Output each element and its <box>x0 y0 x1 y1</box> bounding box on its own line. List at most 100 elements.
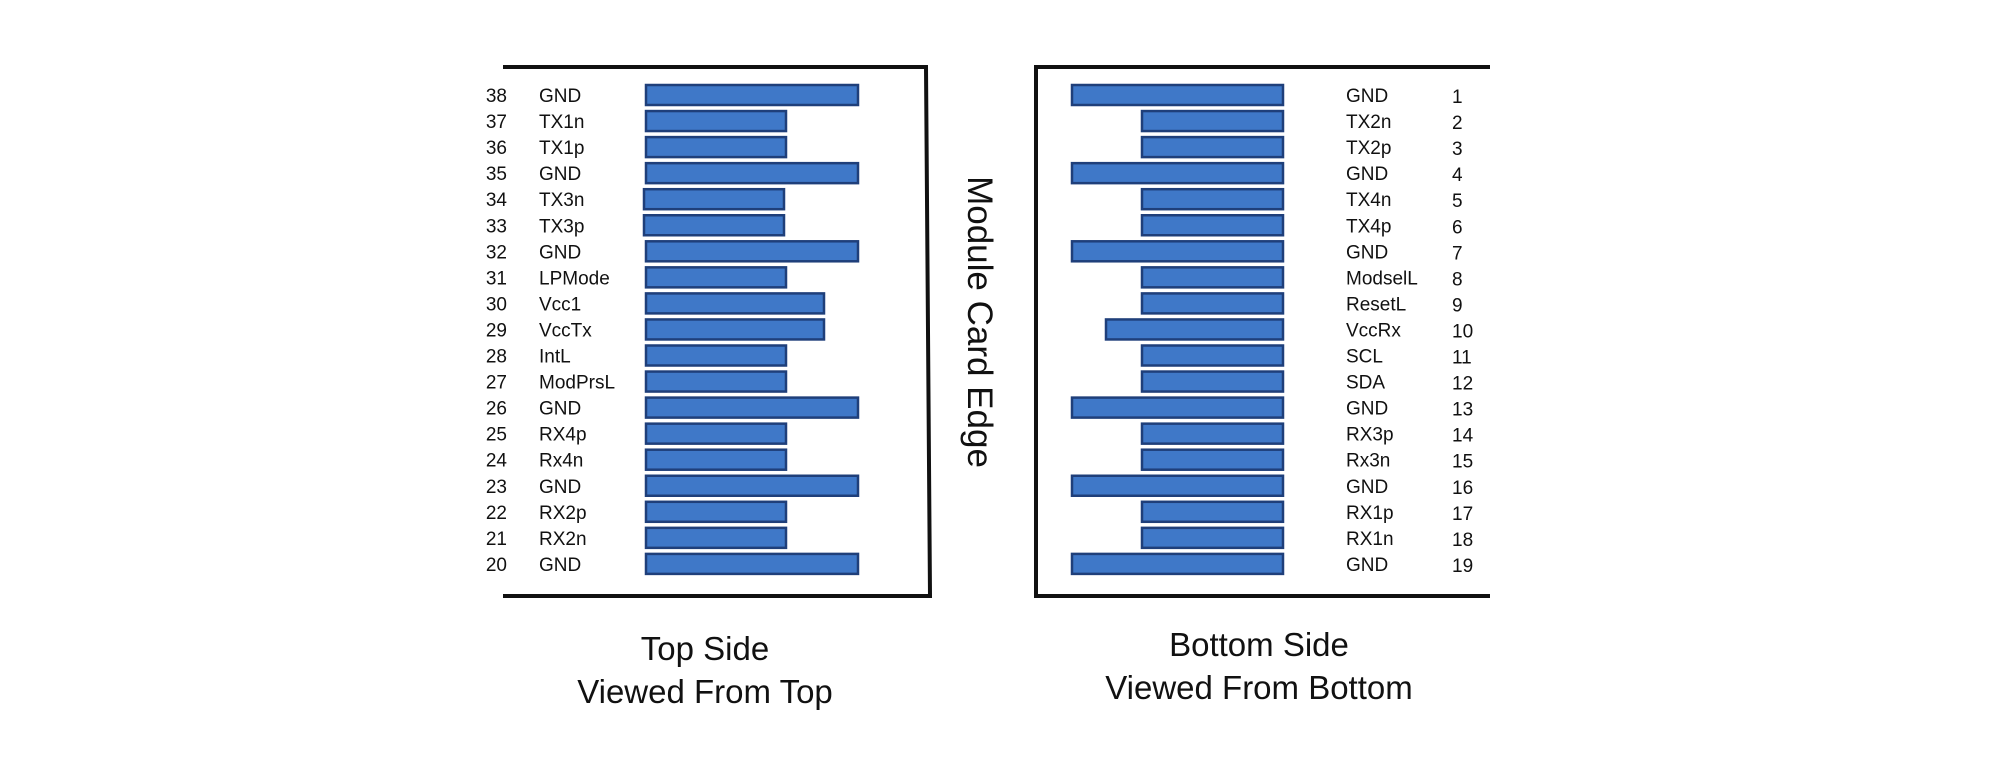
pin-number: 6 <box>1452 217 1463 238</box>
bottom-pin-row: RX1p 17 <box>1140 500 1473 525</box>
contact-pad <box>644 526 788 550</box>
bottom-pin-row: VccRx 10 <box>1104 318 1473 342</box>
contact-pad <box>644 344 788 367</box>
pin-signal-label: TX4n <box>1346 190 1391 211</box>
pin-signal-label: GND <box>539 555 581 576</box>
contact-pad <box>644 240 860 263</box>
pin-number: 36 <box>486 138 507 159</box>
bottom-pin-row: RX1n 18 <box>1140 526 1473 551</box>
pin-signal-label: Rx3n <box>1346 451 1390 472</box>
contact-pad <box>644 109 788 133</box>
contact-pad <box>1070 474 1285 497</box>
pin-number: 12 <box>1452 374 1473 395</box>
pin-signal-label: GND <box>1346 242 1388 263</box>
pin-number: 30 <box>486 294 507 315</box>
pin-signal-label: GND <box>1346 555 1388 576</box>
contact-pad <box>644 474 860 497</box>
bottom-pin-row: SDA 12 <box>1140 370 1473 395</box>
pin-signal-label: GND <box>539 242 581 263</box>
pin-number: 14 <box>1452 426 1474 447</box>
pin-number: 32 <box>486 242 507 263</box>
pin-number: 10 <box>1452 321 1473 342</box>
pin-number: 7 <box>1452 243 1463 264</box>
pin-number: 15 <box>1452 452 1473 473</box>
top-pin-row: 34 TX3n <box>486 187 786 211</box>
pin-signal-label: ModPrsL <box>539 373 615 394</box>
pin-number: 5 <box>1452 191 1463 212</box>
top-pin-row: 26 GND <box>486 396 860 420</box>
contact-pad <box>1070 161 1285 185</box>
bottom-pin-row: GND 1 <box>1070 83 1463 108</box>
pin-signal-label: IntL <box>539 347 571 368</box>
pin-number: 25 <box>486 425 507 446</box>
top-pin-row: 21 RX2n <box>486 526 788 550</box>
pin-number: 31 <box>486 268 507 289</box>
bottom-pin-row: TX2p 3 <box>1140 135 1463 160</box>
pin-signal-label: RX1p <box>1346 503 1394 524</box>
pin-number: 35 <box>486 164 507 185</box>
pin-number: 29 <box>486 320 507 341</box>
bottom-pin-row: SCL 11 <box>1140 344 1472 369</box>
bottom-pin-row: GND 13 <box>1070 396 1473 421</box>
pin-signal-label: Vcc1 <box>539 294 581 315</box>
pin-number: 1 <box>1452 87 1463 108</box>
top-pin-row: 20 GND <box>486 552 860 576</box>
top-pin-row: 37 TX1n <box>486 109 788 133</box>
pin-number: 37 <box>486 112 507 133</box>
pin-signal-label: RX4p <box>539 425 587 446</box>
pin-number: 20 <box>486 555 507 576</box>
pin-signal-label: TX2n <box>1346 112 1391 133</box>
pin-signal-label: TX2p <box>1346 138 1391 159</box>
contact-pad <box>644 161 860 185</box>
bottom-side-caption-line2: Viewed From Bottom <box>1105 669 1413 706</box>
pin-number: 34 <box>486 190 508 211</box>
pin-number: 2 <box>1452 113 1463 134</box>
top-pin-row: 38 GND <box>486 83 860 107</box>
top-pin-row: 22 RX2p <box>486 500 788 524</box>
pin-signal-label: TX1n <box>539 112 584 133</box>
contact-pad <box>1140 422 1285 445</box>
pin-signal-label: GND <box>539 86 581 107</box>
top-pin-row: 35 GND <box>486 161 860 185</box>
bottom-pin-row: TX2n 2 <box>1140 109 1463 134</box>
contact-pad <box>644 500 788 524</box>
pin-number: 18 <box>1452 530 1473 551</box>
top-pin-row: 30 Vcc1 <box>486 292 826 315</box>
contact-pad <box>644 292 826 315</box>
contact-pad <box>1140 526 1285 550</box>
contact-pad <box>1140 292 1285 315</box>
pin-signal-label: VccTx <box>539 320 592 341</box>
pin-number: 28 <box>486 347 507 368</box>
top-pin-row: 25 RX4p <box>486 422 788 446</box>
bottom-pin-row: Rx3n 15 <box>1140 448 1473 473</box>
contact-pad <box>644 135 788 159</box>
top-side-caption-line2: Viewed From Top <box>577 673 833 710</box>
pin-signal-label: RX3p <box>1346 425 1394 446</box>
contact-pad <box>1140 370 1285 393</box>
pin-number: 26 <box>486 399 507 420</box>
bottom-side-frame <box>1034 65 1490 598</box>
bottom-pin-row: ModselL 8 <box>1140 266 1463 290</box>
pin-signal-label: GND <box>539 477 581 498</box>
bottom-pin-row: ResetL 9 <box>1140 292 1463 316</box>
pin-number: 13 <box>1452 400 1473 421</box>
contact-pad <box>1140 187 1285 211</box>
top-pin-row: 32 GND <box>486 240 860 263</box>
contact-pad <box>1104 318 1285 341</box>
bottom-side-pins: GND 1 TX2n 2 TX2p 3 GND 4 TX4n 5 TX4p 6 GND 7 ModselL 8… <box>1070 83 1474 577</box>
contact-pad <box>644 318 826 341</box>
pin-number: 33 <box>486 216 507 237</box>
pin-signal-label: GND <box>1346 164 1388 185</box>
pin-number: 21 <box>486 529 507 550</box>
pin-signal-label: GND <box>539 399 581 420</box>
pin-signal-label: RX2p <box>539 503 587 524</box>
pin-signal-label: ResetL <box>1346 294 1406 315</box>
pin-signal-label: LPMode <box>539 268 610 289</box>
pin-number: 11 <box>1452 348 1472 369</box>
contact-pad <box>1070 240 1285 263</box>
contact-pad <box>1140 344 1285 367</box>
pin-signal-label: SDA <box>1346 373 1385 394</box>
top-pin-row: 33 TX3p <box>486 214 786 237</box>
